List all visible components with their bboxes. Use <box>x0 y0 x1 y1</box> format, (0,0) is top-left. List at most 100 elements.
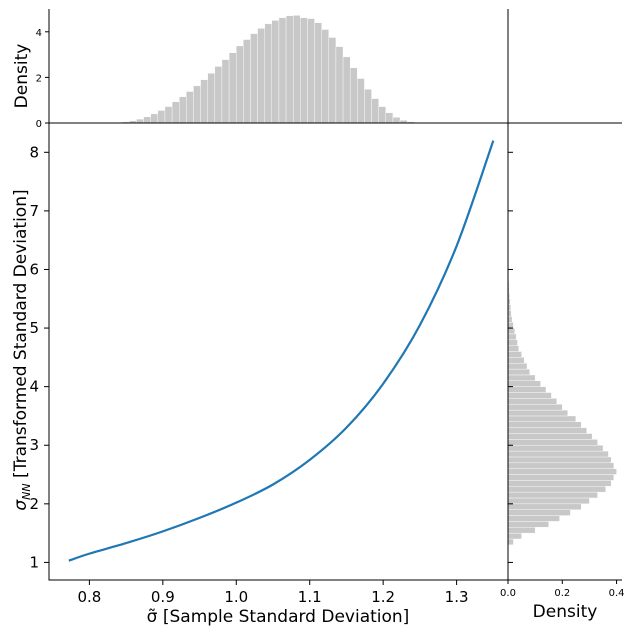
right-hist-bar <box>507 532 522 540</box>
right-hist-bar <box>507 509 571 516</box>
top-hist-bar <box>157 110 166 124</box>
top-marginal-panel: 0 2 4 Density <box>12 9 509 130</box>
right-hist-bar <box>507 339 518 346</box>
right-hist-bar <box>507 368 530 376</box>
top-hist-bar <box>307 18 315 124</box>
top-hist-bar <box>171 101 180 124</box>
right-marginal-xticks: 0.0 0.2 0.4 <box>500 580 625 599</box>
right-hist-bar <box>507 363 528 370</box>
top-hist-bar <box>243 39 251 124</box>
right-hist-bar <box>507 538 514 546</box>
main-xtick-label: 0.8 <box>77 588 101 606</box>
right-xtick-label: 0.2 <box>554 588 570 599</box>
top-hist-bar <box>321 29 330 124</box>
top-hist-bar <box>250 33 258 124</box>
top-marginal-ylabel: Density <box>12 44 32 109</box>
main-ytick-label: 2 <box>29 495 39 513</box>
main-ytick-label: 6 <box>29 260 39 278</box>
main-ytick-label: 3 <box>29 436 39 454</box>
right-hist-bar <box>507 351 522 358</box>
main-xtick-label: 1.2 <box>371 588 395 606</box>
right-hist-bar <box>507 456 612 464</box>
top-hist-bar <box>221 59 230 124</box>
right-marginal-panel: 0.0 0.2 0.4 Density <box>500 122 625 622</box>
right-hist-bar <box>507 480 612 487</box>
main-ytick-label: 5 <box>29 319 39 337</box>
main-ytick-label: 4 <box>29 378 39 396</box>
top-hist-bar <box>349 67 358 124</box>
top-hist-bar <box>186 91 194 124</box>
main-ylabel-subscript: NN <box>20 483 33 499</box>
right-hist-bar <box>507 445 604 452</box>
right-hist-bar <box>507 409 568 417</box>
main-yticks: 1 2 3 4 5 6 7 8 <box>29 143 513 571</box>
top-hist-bar <box>150 113 159 124</box>
top-hist-bar <box>357 78 365 124</box>
top-hist-bar <box>228 52 237 124</box>
right-hist-bar <box>507 521 549 528</box>
top-hist-bar <box>264 23 273 124</box>
right-hist-bar <box>507 503 582 510</box>
right-hist-bar <box>507 497 590 505</box>
main-ylabel: σNN [Transformed Standard Deviation] <box>11 189 33 510</box>
top-hist-bar <box>371 98 379 124</box>
top-marginal-yticks: 0 2 4 <box>36 28 49 130</box>
right-hist-bar <box>507 515 560 522</box>
main-xtick-label: 1.0 <box>224 588 248 606</box>
right-hist-bar <box>507 433 593 440</box>
right-hist-bar <box>507 327 515 335</box>
top-hist-bar <box>200 79 208 124</box>
top-hist-bar <box>328 37 337 124</box>
top-hist-bar <box>285 15 294 124</box>
top-hist-bar <box>385 112 394 124</box>
right-xtick-label: 0.0 <box>500 588 516 599</box>
right-hist-bar <box>507 333 517 340</box>
main-ytick-label: 7 <box>29 202 39 220</box>
top-hist-bar <box>136 118 144 124</box>
main-plot-frame <box>48 122 509 581</box>
right-hist-bar <box>507 421 582 428</box>
top-hist-bar <box>143 116 151 124</box>
right-hist-bar <box>507 462 615 469</box>
main-xlabel: σ̃ [Sample Standard Deviation] <box>147 607 410 627</box>
right-marginal-xlabel: Density <box>533 602 598 622</box>
transform-curve <box>68 140 495 562</box>
top-hist-bar <box>342 56 351 124</box>
right-hist-bar <box>507 357 525 364</box>
top-hist-bar <box>271 20 280 124</box>
top-hist-bar <box>235 45 244 124</box>
right-hist-bar <box>507 392 552 399</box>
top-hist-bar <box>179 96 187 124</box>
right-hist-bar <box>507 322 514 329</box>
main-ylabel-sigma: σ <box>11 499 31 511</box>
top-hist-bar <box>378 106 386 124</box>
right-hist-bar <box>507 374 536 381</box>
right-hist-bar <box>507 486 606 493</box>
right-hist-bar <box>507 415 577 423</box>
top-hist-bar <box>278 17 287 124</box>
top-hist-bar <box>314 22 322 124</box>
top-hist-bar <box>164 106 173 124</box>
right-marginal-bars <box>507 181 617 546</box>
top-hist-bar <box>207 73 216 124</box>
right-xtick-label: 0.4 <box>609 588 625 599</box>
right-hist-bar <box>507 398 558 405</box>
main-xticks: 0.8 0.9 1.0 1.1 1.2 1.3 <box>77 580 469 606</box>
right-hist-bar <box>507 439 598 446</box>
top-ytick-label: 2 <box>36 73 42 84</box>
right-hist-bar <box>507 380 541 387</box>
main-xtick-label: 1.1 <box>298 588 322 606</box>
top-hist-bar <box>364 89 372 124</box>
main-xtick-label: 1.3 <box>445 588 469 606</box>
right-hist-bar <box>507 345 520 352</box>
main-ytick-label: 8 <box>29 143 39 161</box>
top-hist-bar <box>335 46 344 124</box>
top-hist-bar <box>392 117 401 124</box>
main-ytick-label: 1 <box>29 553 39 571</box>
main-plot-panel: 0.8 0.9 1.0 1.1 1.2 1.3 1 2 3 4 5 6 7 8 σ̃ [Sample S… <box>11 122 513 627</box>
main-ylabel-text: [Transformed Standard Deviation] <box>11 189 31 483</box>
top-hist-bar <box>214 66 223 124</box>
right-hist-bar <box>507 491 598 499</box>
right-hist-bar <box>507 316 513 323</box>
right-hist-bar <box>507 468 617 475</box>
